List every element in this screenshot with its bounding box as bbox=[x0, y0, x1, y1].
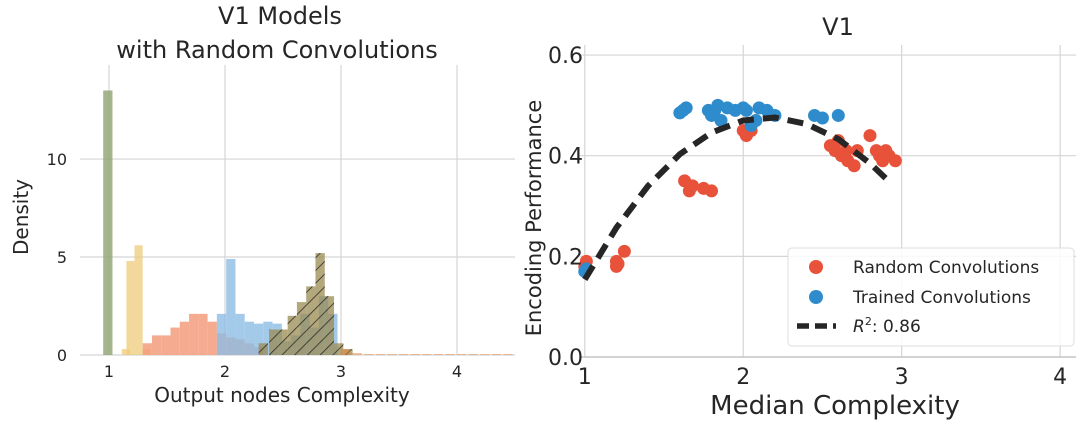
hist-bar-salmon bbox=[189, 313, 199, 355]
hist-bar-hatch bbox=[287, 315, 297, 355]
hist-x-tick-label: 1 bbox=[104, 362, 114, 381]
hist-bar-orange-deep bbox=[387, 354, 397, 355]
hist-x-tick-label: 4 bbox=[452, 362, 462, 381]
hist-bar-hatch bbox=[306, 286, 316, 355]
hist-bar-hatch bbox=[334, 343, 344, 355]
scatter-x-tick-label: 1 bbox=[578, 365, 592, 390]
scatter-x-tick-label: 4 bbox=[1053, 365, 1067, 390]
legend-fit-label: R2: 0.86 bbox=[853, 315, 921, 337]
scatter-point-random bbox=[847, 159, 861, 173]
hist-bar-orange-deep bbox=[503, 354, 513, 355]
hist-bar-orange-light bbox=[126, 260, 135, 355]
scatter-chart: V1 1 2 3 4 0.0 0.2 0.4 0.6 Median Complexity E… bbox=[522, 13, 1076, 421]
hist-bar-hatch bbox=[258, 343, 268, 355]
scatter-y-tick-label: 0.4 bbox=[548, 145, 583, 170]
hist-bars bbox=[103, 90, 513, 356]
hist-bar-orange-deep bbox=[410, 354, 420, 355]
hist-bar-salmon bbox=[151, 335, 162, 355]
fit-curve bbox=[582, 114, 888, 282]
hist-x-tick-label: 3 bbox=[336, 362, 346, 381]
hist-title-line1: V1 Models bbox=[218, 2, 342, 30]
hist-y-tick-label: 10 bbox=[47, 150, 67, 169]
hist-bar-hatch bbox=[324, 296, 335, 355]
hist-bar-orange-light bbox=[134, 245, 143, 355]
scatter-y-tick-label: 0.0 bbox=[548, 346, 583, 371]
hist-title-line2: with Random Convolutions bbox=[116, 36, 437, 64]
scatter-legend: Random Convolutions Trained Convolutions… bbox=[787, 247, 1075, 347]
hist-bar-blue bbox=[263, 321, 273, 355]
scatter-title: V1 bbox=[822, 13, 854, 41]
hist-bar-blue bbox=[226, 258, 236, 355]
scatter-point-random bbox=[888, 154, 902, 168]
hist-x-ticks: 1 2 3 4 bbox=[104, 362, 462, 381]
hist-bar-hatch bbox=[278, 329, 288, 355]
scatter-point-trained bbox=[831, 108, 845, 122]
fit-curve-line bbox=[582, 114, 888, 282]
hist-bar-orange-deep bbox=[445, 354, 455, 355]
hist-bar-blue bbox=[216, 313, 227, 355]
scatter-y-tick-label: 0.6 bbox=[548, 44, 583, 69]
hist-bar-blue bbox=[235, 313, 245, 355]
legend-fit-sup: 2 bbox=[865, 315, 872, 328]
hist-bar-orange-deep bbox=[480, 354, 490, 355]
hist-bar-salmon bbox=[142, 343, 152, 355]
legend-box bbox=[787, 247, 1075, 347]
hist-bar-orange-deep bbox=[457, 354, 467, 355]
hist-bar-blue bbox=[244, 321, 254, 355]
hist-bar-salmon bbox=[161, 335, 171, 355]
scatter-point-random bbox=[705, 184, 719, 198]
scatter-y-axis-label: Encoding Performance bbox=[522, 100, 546, 337]
scatter-point-random bbox=[611, 257, 625, 271]
legend-trained-label: Trained Convolutions bbox=[852, 288, 1031, 308]
legend-fit-value: : 0.86 bbox=[872, 317, 921, 337]
hist-bar-green bbox=[103, 90, 113, 356]
scatter-x-ticks: 1 2 3 4 bbox=[578, 365, 1067, 390]
scatter-point-trained bbox=[739, 103, 753, 117]
legend-fit-r: R bbox=[853, 317, 865, 337]
hist-y-axis-label: Density bbox=[9, 179, 33, 255]
hist-bar-orange-deep bbox=[399, 354, 409, 355]
scatter-x-tick-label: 2 bbox=[736, 365, 750, 390]
scatter-points bbox=[578, 98, 902, 278]
hist-bar-salmon bbox=[207, 321, 217, 355]
hist-bar-blue bbox=[254, 323, 264, 355]
hist-bar-hatch bbox=[315, 253, 325, 355]
scatter-point-random bbox=[863, 129, 877, 143]
legend-random-marker bbox=[809, 260, 823, 274]
hist-bar-salmon bbox=[198, 313, 208, 355]
hist-bar-hatch bbox=[296, 302, 307, 355]
hist-bar-orange-deep bbox=[375, 354, 386, 355]
scatter-y-ticks: 0.0 0.2 0.4 0.6 bbox=[548, 44, 583, 371]
scatter-x-axis-label: Median Complexity bbox=[710, 391, 960, 421]
scatter-point-random bbox=[686, 179, 700, 193]
scatter-point-trained bbox=[679, 101, 693, 115]
hist-bar-orange-deep bbox=[491, 354, 502, 355]
hist-bar-orange-deep bbox=[352, 353, 362, 355]
scatter-point-trained bbox=[714, 113, 728, 127]
hist-y-tick-label: 5 bbox=[57, 248, 67, 267]
hist-x-axis-label: Output nodes Complexity bbox=[154, 383, 410, 407]
scatter-point-random bbox=[839, 144, 853, 158]
scatter-x-tick-label: 3 bbox=[895, 365, 909, 390]
hist-bar-orange-light bbox=[121, 349, 130, 355]
hist-bar-orange-deep bbox=[422, 354, 432, 355]
hist-bar-orange-deep bbox=[364, 354, 374, 355]
hist-y-tick-label: 0 bbox=[57, 346, 67, 365]
scatter-y-tick-label: 0.2 bbox=[548, 245, 583, 270]
hist-bar-orange-deep bbox=[468, 354, 478, 355]
hist-x-tick-label: 2 bbox=[220, 362, 230, 381]
hist-bar-orange-deep bbox=[341, 349, 351, 355]
hist-bar-salmon bbox=[179, 321, 190, 355]
scatter-point-random bbox=[617, 244, 631, 258]
hist-bar-orange-deep bbox=[433, 354, 444, 355]
legend-random-label: Random Convolutions bbox=[853, 258, 1039, 278]
hist-y-ticks: 0 5 10 bbox=[47, 150, 67, 365]
hist-bar-salmon bbox=[170, 327, 180, 355]
scatter-point-trained bbox=[815, 111, 829, 125]
hist-bar-hatch bbox=[269, 329, 279, 355]
legend-trained-marker bbox=[809, 290, 823, 304]
